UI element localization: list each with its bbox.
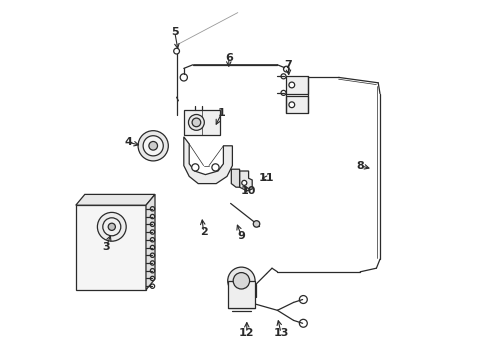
- Polygon shape: [240, 171, 252, 191]
- Text: 1: 1: [218, 108, 225, 118]
- Text: 6: 6: [225, 53, 233, 63]
- Bar: [286, 76, 308, 94]
- Circle shape: [253, 221, 260, 227]
- Text: 9: 9: [238, 231, 245, 241]
- Circle shape: [242, 180, 247, 185]
- Text: 5: 5: [171, 27, 179, 37]
- Circle shape: [108, 223, 116, 230]
- Circle shape: [143, 136, 163, 156]
- Circle shape: [289, 102, 294, 108]
- Circle shape: [149, 141, 157, 150]
- Circle shape: [212, 164, 219, 171]
- Circle shape: [103, 218, 121, 236]
- Circle shape: [192, 164, 199, 171]
- Circle shape: [174, 48, 179, 54]
- Circle shape: [189, 114, 204, 130]
- Text: 8: 8: [356, 161, 364, 171]
- Circle shape: [289, 82, 294, 88]
- Polygon shape: [184, 137, 232, 184]
- Bar: [286, 96, 308, 113]
- Circle shape: [228, 267, 255, 294]
- Polygon shape: [76, 194, 155, 205]
- Circle shape: [138, 131, 169, 161]
- Bar: [76, 205, 146, 290]
- Text: 12: 12: [239, 328, 254, 338]
- Text: 11: 11: [259, 173, 274, 183]
- Text: 7: 7: [284, 60, 292, 70]
- Polygon shape: [146, 194, 155, 290]
- Circle shape: [98, 212, 126, 241]
- Text: 4: 4: [124, 137, 132, 147]
- Polygon shape: [231, 169, 240, 187]
- Text: 3: 3: [102, 242, 110, 252]
- Circle shape: [233, 273, 249, 289]
- Circle shape: [192, 118, 201, 127]
- Bar: [184, 110, 220, 135]
- Bar: [228, 281, 255, 308]
- Text: 13: 13: [273, 328, 289, 338]
- Text: 2: 2: [200, 227, 207, 237]
- Text: 10: 10: [241, 186, 256, 196]
